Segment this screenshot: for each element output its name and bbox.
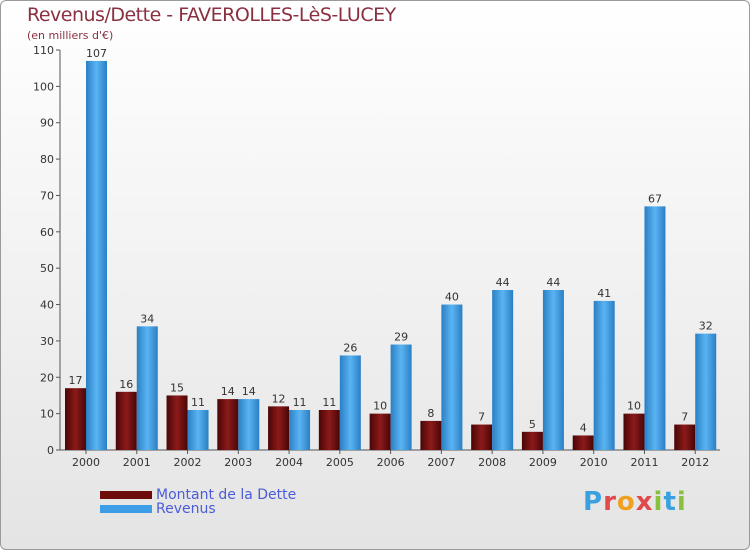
y-tick-label: 70 xyxy=(40,189,54,202)
data-label-dette-2002: 15 xyxy=(170,381,184,394)
data-label-revenus-2002: 11 xyxy=(191,396,205,409)
bar-dette-2001 xyxy=(115,391,137,450)
bar-revenus-2009 xyxy=(542,290,564,450)
data-label-dette-2003: 14 xyxy=(221,385,235,398)
bar-revenus-2001 xyxy=(136,326,158,450)
bar-dette-2002 xyxy=(166,395,188,450)
logo-letter: x xyxy=(635,487,654,517)
y-tick-label: 100 xyxy=(33,80,54,93)
data-label-revenus-2009: 44 xyxy=(546,276,560,289)
bar-dette-2009 xyxy=(521,431,543,450)
bar-revenus-2011 xyxy=(644,206,666,450)
y-tick-label: 0 xyxy=(47,444,54,457)
data-label-revenus-2001: 34 xyxy=(140,312,154,325)
legend-item-debt: Montant de la Dette xyxy=(100,487,297,503)
x-tick-label-2003: 2003 xyxy=(224,456,252,469)
y-tick-label: 110 xyxy=(33,44,54,57)
logo-letter: o xyxy=(616,487,636,517)
x-tick-label-2000: 2000 xyxy=(72,456,100,469)
bar-dette-2012 xyxy=(674,424,696,450)
data-label-revenus-2012: 32 xyxy=(699,320,713,333)
x-tick-label-2011: 2011 xyxy=(630,456,658,469)
data-label-dette-2005: 11 xyxy=(322,396,336,409)
bar-revenus-2000 xyxy=(86,60,107,451)
bar-dette-2010 xyxy=(572,435,594,450)
logo-letter: t xyxy=(663,487,677,517)
bar-revenus-2010 xyxy=(593,300,615,450)
bar-dette-2007 xyxy=(420,420,442,450)
data-label-revenus-2003: 14 xyxy=(242,385,256,398)
data-label-dette-2008: 7 xyxy=(478,411,485,424)
data-label-revenus-2000: 107 xyxy=(86,47,107,60)
x-tick-label-2002: 2002 xyxy=(174,456,202,469)
legend-swatch-debt xyxy=(100,491,152,499)
bar-revenus-2007 xyxy=(441,304,463,450)
proxiti-logo: Proxiti xyxy=(583,487,687,517)
y-tick-label: 90 xyxy=(40,117,54,130)
data-label-dette-2007: 8 xyxy=(427,407,434,420)
bar-dette-2003 xyxy=(217,399,239,450)
data-label-revenus-2011: 67 xyxy=(648,192,662,205)
x-tick-label-2004: 2004 xyxy=(275,456,303,469)
data-label-dette-2011: 10 xyxy=(627,400,641,413)
y-tick-label: 80 xyxy=(40,153,54,166)
legend-label-debt: Montant de la Dette xyxy=(156,487,297,503)
logo-letter: i xyxy=(676,487,687,517)
y-tick-label: 60 xyxy=(40,226,54,239)
chart-subtitle: (en milliers d'€) xyxy=(27,29,114,42)
data-label-revenus-2006: 29 xyxy=(394,331,408,344)
chart-title: Revenus/Dette - FAVEROLLES-LèS-LUCEY xyxy=(27,4,396,26)
bar-revenus-2005 xyxy=(339,355,361,450)
data-label-dette-2012: 7 xyxy=(681,411,688,424)
x-tick-label-2001: 2001 xyxy=(123,456,151,469)
x-tick-label-2010: 2010 xyxy=(580,456,608,469)
logo-letter: i xyxy=(653,487,664,517)
bar-dette-2011 xyxy=(623,413,645,450)
x-tick-label-2008: 2008 xyxy=(478,456,506,469)
y-tick-label: 10 xyxy=(40,408,54,421)
bar-revenus-2006 xyxy=(390,344,412,450)
data-label-revenus-2008: 44 xyxy=(496,276,510,289)
data-label-dette-2000: 17 xyxy=(69,374,83,387)
data-label-dette-2009: 5 xyxy=(529,418,536,431)
logo-letter: r xyxy=(603,487,617,517)
bar-revenus-2012 xyxy=(695,333,717,450)
data-label-revenus-2007: 40 xyxy=(445,291,459,304)
y-tick-label: 30 xyxy=(40,335,54,348)
data-label-dette-2006: 10 xyxy=(373,400,387,413)
bar-revenus-2004 xyxy=(289,410,311,450)
legend-item-revenus: Revenus xyxy=(100,501,216,517)
bar-revenus-2008 xyxy=(492,290,514,450)
data-label-revenus-2010: 41 xyxy=(597,287,611,300)
logo-letter: P xyxy=(583,487,604,517)
x-tick-label-2006: 2006 xyxy=(377,456,405,469)
bar-dette-2006 xyxy=(369,413,391,450)
bar-revenus-2002 xyxy=(187,410,209,450)
bar-dette-2008 xyxy=(471,424,493,450)
x-tick-label-2009: 2009 xyxy=(529,456,557,469)
legend-swatch-revenus xyxy=(100,505,152,513)
legend-label-revenus: Revenus xyxy=(156,501,216,517)
data-label-revenus-2005: 26 xyxy=(343,341,357,354)
data-label-dette-2010: 4 xyxy=(580,421,587,434)
bar-revenus-2003 xyxy=(238,399,260,450)
data-label-dette-2001: 16 xyxy=(119,378,133,391)
y-tick-label: 20 xyxy=(40,371,54,384)
data-label-dette-2004: 12 xyxy=(272,392,286,405)
x-tick-label-2007: 2007 xyxy=(427,456,455,469)
y-tick-label: 50 xyxy=(40,262,54,275)
bar-dette-2005 xyxy=(318,410,340,450)
bar-dette-2004 xyxy=(268,406,290,450)
x-tick-label-2005: 2005 xyxy=(326,456,354,469)
y-tick-label: 40 xyxy=(40,299,54,312)
data-label-revenus-2004: 11 xyxy=(293,396,307,409)
bar-dette-2000 xyxy=(65,388,86,450)
x-tick-label-2012: 2012 xyxy=(681,456,709,469)
